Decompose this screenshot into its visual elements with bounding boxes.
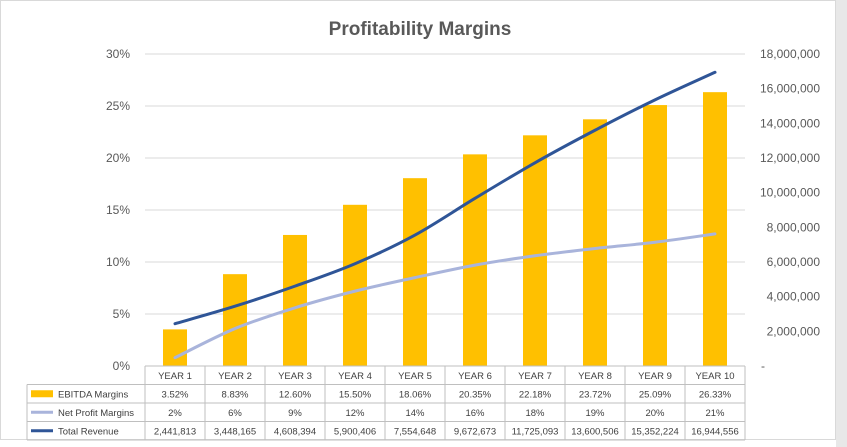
data-label: 15,352,224 <box>631 426 679 437</box>
left-tick-label: 30% <box>106 47 130 61</box>
left-axis: 0% 5% 10% 15% 20% 25% 30% <box>106 47 130 373</box>
ebitda-bar <box>223 274 247 366</box>
ebitda-bars <box>163 92 727 367</box>
ebitda-bar <box>403 178 427 366</box>
category-label: YEAR 8 <box>578 371 612 382</box>
right-tick-label: 4,000,000 <box>767 290 821 304</box>
data-label: 6% <box>228 408 242 419</box>
data-label: 25.09% <box>639 389 672 400</box>
data-label: 3,448,165 <box>214 426 256 437</box>
left-tick-label: 15% <box>106 203 130 217</box>
data-label: 26.33% <box>699 389 732 400</box>
category-label: YEAR 6 <box>458 371 492 382</box>
ebitda-bar <box>523 135 547 366</box>
data-label: 13,600,506 <box>571 426 619 437</box>
data-label: 9% <box>288 408 302 419</box>
right-tick-label: 10,000,000 <box>760 186 820 200</box>
left-tick-label: 0% <box>113 359 131 373</box>
category-label: YEAR 3 <box>278 371 312 382</box>
window-edge <box>836 0 847 447</box>
legend-key-ebitda <box>31 390 53 398</box>
right-tick-label: 8,000,000 <box>767 220 821 234</box>
ebitda-bar <box>703 92 727 366</box>
left-tick-label: 25% <box>106 99 130 113</box>
data-label: 21% <box>705 408 725 419</box>
category-label: YEAR 9 <box>638 371 672 382</box>
data-label: 7,554,648 <box>394 426 436 437</box>
data-label: 11,725,093 <box>512 426 559 437</box>
category-label: YEAR 1 <box>158 371 192 382</box>
data-label: 12.60% <box>279 389 312 400</box>
data-label: 16% <box>465 408 485 419</box>
data-label: 2,441,813 <box>154 426 196 437</box>
right-tick-label: - <box>761 359 765 373</box>
data-label: 20.35% <box>459 389 492 400</box>
net-profit-line <box>173 232 717 360</box>
ebitda-bar <box>283 234 307 366</box>
ebitda-bar <box>343 204 367 366</box>
legend-label: EBITDA Margins <box>58 389 128 400</box>
chart-title: Profitability Margins <box>329 19 512 40</box>
legend-label: Total Revenue <box>58 426 119 437</box>
ebitda-bar <box>583 119 607 366</box>
category-label: YEAR 4 <box>338 371 372 382</box>
left-tick-label: 20% <box>106 151 130 165</box>
right-tick-label: 2,000,000 <box>767 324 821 338</box>
data-label: 14% <box>405 408 425 419</box>
series-lines <box>173 70 717 360</box>
data-label: 19% <box>585 408 605 419</box>
right-tick-label: 16,000,000 <box>760 82 820 96</box>
data-label: 2% <box>168 408 182 419</box>
ebitda-bar <box>463 154 487 366</box>
category-label: YEAR 7 <box>518 371 552 382</box>
data-label: 20% <box>645 408 665 419</box>
right-tick-label: 18,000,000 <box>760 47 820 61</box>
left-tick-label: 10% <box>106 255 130 269</box>
category-label: YEAR 2 <box>218 371 252 382</box>
data-label: 5,900,406 <box>334 426 376 437</box>
data-label: 16,944,556 <box>691 426 739 437</box>
data-label: 15.50% <box>339 389 372 400</box>
legend-label: Net Profit Margins <box>58 408 134 419</box>
data-label: 18% <box>525 408 545 419</box>
category-label: YEAR 10 <box>695 371 734 382</box>
data-label: 23.72% <box>579 389 612 400</box>
data-label: 12% <box>345 408 365 419</box>
right-tick-label: 12,000,000 <box>760 151 820 165</box>
ebitda-bar <box>643 105 667 367</box>
data-label: 22.18% <box>519 389 552 400</box>
data-label: 18.06% <box>399 389 432 400</box>
left-tick-label: 5% <box>113 307 131 321</box>
data-label: 4,608,394 <box>274 426 316 437</box>
right-tick-label: 6,000,000 <box>767 255 821 269</box>
right-axis: - 2,000,000 4,000,000 6,000,000 8,000,000 10,… <box>760 47 820 373</box>
data-label: 8.83% <box>222 389 249 400</box>
data-table: YEAR 1 YEAR 2 YEAR 3 YEAR 4 YEAR 5 YEAR 6 YEAR… <box>26 365 746 441</box>
data-label: 9,672,673 <box>454 426 496 437</box>
right-tick-label: 14,000,000 <box>760 116 820 130</box>
total-revenue-line <box>173 70 717 326</box>
category-label: YEAR 5 <box>398 371 432 382</box>
data-label: 3.52% <box>162 389 189 400</box>
ebitda-bar <box>163 329 187 366</box>
